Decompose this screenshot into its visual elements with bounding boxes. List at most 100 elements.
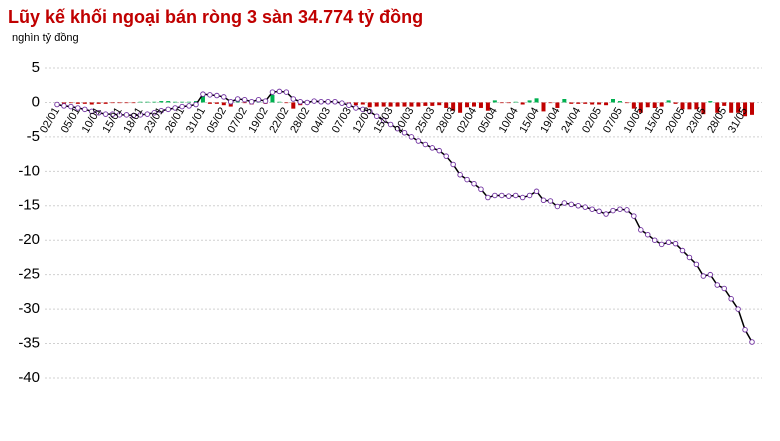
x-tick-label: 22/02 [267, 105, 291, 135]
marker [589, 206, 595, 212]
bar [569, 102, 574, 104]
marker [415, 138, 422, 144]
bar [604, 102, 609, 106]
bar [743, 102, 748, 117]
marker [540, 197, 547, 204]
marker [311, 98, 317, 104]
marker [450, 161, 456, 168]
bar [597, 102, 602, 105]
marker [478, 186, 484, 192]
bar [152, 101, 157, 103]
x-tick-label: 20/05 [663, 105, 687, 135]
marker [88, 108, 95, 115]
marker [304, 99, 310, 106]
x-tick-label: 07/03 [330, 105, 354, 135]
marker [506, 193, 512, 199]
marker [325, 99, 331, 105]
bar [520, 102, 525, 105]
bar [472, 102, 476, 107]
marker [485, 194, 491, 201]
x-tick-label: 02/05 [580, 105, 604, 135]
marker [610, 207, 616, 214]
bar [541, 102, 546, 112]
x-tick-label: 15/04 [518, 105, 542, 135]
marker [429, 145, 436, 151]
bar [722, 102, 727, 106]
marker [234, 96, 241, 102]
bar [82, 102, 87, 104]
bar [492, 100, 497, 103]
marker [387, 121, 394, 128]
bar [680, 102, 685, 110]
marker [276, 88, 283, 95]
bar [145, 101, 150, 103]
bar [638, 102, 643, 113]
x-tick-label: 07/05 [601, 105, 625, 135]
marker [624, 207, 630, 213]
marker [373, 113, 380, 119]
bar [513, 101, 518, 103]
x-tick-label: 31/01 [184, 105, 208, 135]
bar [729, 102, 734, 113]
marker [436, 147, 443, 154]
bar [242, 102, 247, 104]
marker [700, 273, 707, 279]
marker [422, 141, 429, 148]
bar [631, 102, 636, 109]
bar [402, 102, 407, 107]
y-tick-label: -5 [27, 128, 40, 145]
bar [527, 100, 532, 103]
bar [576, 102, 581, 104]
bar [555, 102, 560, 108]
bar [200, 95, 205, 103]
bar [617, 101, 622, 103]
bar [395, 102, 400, 107]
bar [228, 102, 233, 107]
marker [575, 203, 582, 209]
marker [519, 194, 526, 201]
bar [611, 99, 615, 103]
marker [665, 239, 672, 246]
x-tick-label: 02/01 [38, 105, 62, 135]
y-tick-label: 0 [32, 93, 40, 110]
bar [694, 102, 699, 110]
marker [207, 92, 213, 98]
marker [262, 98, 269, 104]
marker [568, 201, 575, 208]
x-tick-label: 28/03 [434, 105, 458, 135]
marker [679, 247, 686, 254]
bar [485, 102, 490, 111]
x-tick-label: 15/01 [101, 105, 125, 135]
bar [75, 102, 80, 104]
marker [137, 112, 144, 118]
marker [82, 106, 88, 113]
marker [227, 99, 234, 105]
bar [548, 102, 553, 104]
marker [512, 192, 519, 199]
marker [130, 112, 137, 119]
bar [534, 98, 539, 103]
x-tick-label: 23/01 [142, 105, 166, 135]
x-tick-label: 05/04 [476, 105, 500, 135]
marker [408, 134, 415, 140]
y-tick-label: -15 [18, 197, 40, 214]
marker [95, 110, 102, 116]
bar [409, 102, 414, 107]
marker [151, 110, 158, 116]
marker [526, 192, 533, 199]
marker [255, 96, 262, 103]
marker [457, 172, 463, 178]
marker [353, 105, 359, 111]
bar [430, 102, 435, 106]
marker [492, 192, 498, 199]
marker [339, 100, 345, 106]
bar [221, 102, 226, 106]
bar [437, 102, 442, 106]
marker [401, 130, 408, 136]
marker [443, 153, 449, 159]
bar [736, 102, 741, 113]
bar [388, 102, 393, 107]
x-tick-label: 25/03 [413, 105, 437, 135]
bar [117, 102, 122, 104]
bar [194, 101, 198, 103]
